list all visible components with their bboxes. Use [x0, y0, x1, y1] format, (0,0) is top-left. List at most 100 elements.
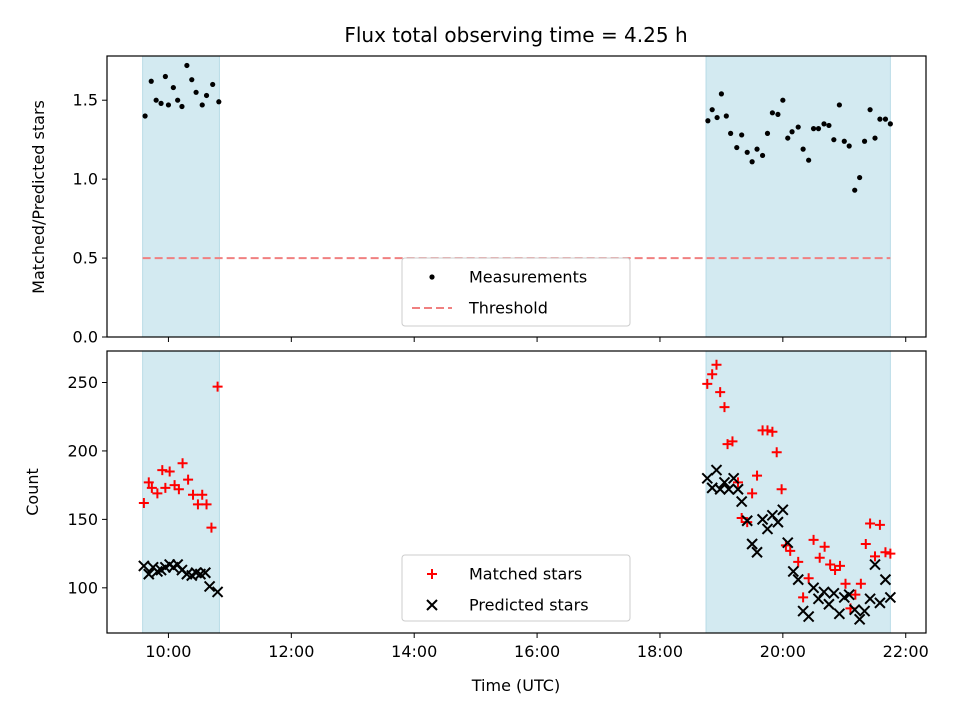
data-point	[216, 99, 222, 105]
data-point	[727, 436, 738, 447]
legend-box	[401, 554, 631, 622]
data-point	[821, 121, 827, 127]
plot-frame	[106, 350, 927, 634]
data-point	[807, 582, 820, 594]
data-point	[841, 138, 847, 144]
data-point	[846, 143, 852, 149]
data-point	[211, 586, 224, 598]
data-point	[188, 489, 199, 500]
data-point	[864, 593, 876, 605]
data-point	[197, 489, 208, 500]
data-point	[877, 116, 883, 122]
y-tick-label: 150	[67, 510, 98, 529]
data-point	[860, 539, 871, 550]
data-point	[810, 126, 817, 132]
observing-window-1	[142, 55, 220, 338]
data-point	[754, 146, 760, 152]
plot-frame	[106, 55, 927, 338]
data-point	[714, 114, 720, 121]
data-point	[710, 464, 723, 476]
data-point	[777, 504, 789, 516]
data-point	[759, 152, 766, 159]
data-point	[175, 97, 181, 103]
data-point	[769, 110, 775, 116]
data-point	[751, 546, 763, 558]
data-point	[882, 116, 889, 122]
data-point	[212, 381, 223, 392]
legend-marker	[426, 599, 438, 611]
data-point	[767, 426, 778, 437]
data-point	[831, 137, 837, 143]
data-point	[718, 91, 725, 97]
data-point	[184, 62, 190, 69]
data-point	[819, 541, 830, 552]
y-tick-label: 1.5	[73, 91, 98, 110]
legend-marker	[427, 569, 437, 579]
observing-window-2	[705, 55, 891, 338]
data-point	[719, 402, 730, 413]
series-measurements	[142, 62, 893, 193]
x-tick-label: 22:00	[883, 642, 929, 661]
data-point	[189, 77, 195, 83]
x-tick-label: 14:00	[391, 642, 437, 661]
data-point	[718, 476, 731, 489]
data-point	[728, 130, 734, 136]
data-point	[772, 516, 784, 528]
data-point	[806, 157, 812, 163]
legend-marker	[429, 274, 435, 280]
y-tick-label: 1.0	[73, 170, 98, 189]
data-point	[887, 121, 893, 127]
data-point	[843, 588, 855, 601]
data-point	[818, 586, 830, 598]
data-point	[825, 559, 836, 570]
data-point	[170, 84, 176, 91]
data-point	[162, 73, 168, 80]
data-point	[872, 135, 878, 141]
data-point	[138, 560, 150, 572]
data-point	[798, 592, 809, 603]
data-point	[803, 573, 814, 584]
y-tick-label: 0.5	[73, 249, 98, 268]
data-point	[747, 488, 758, 499]
data-point	[874, 519, 885, 530]
legend-label: Matched stars	[469, 565, 582, 584]
data-point	[746, 538, 758, 550]
data-point	[795, 124, 801, 130]
data-point	[858, 605, 871, 617]
data-point	[739, 132, 745, 138]
data-point	[874, 597, 886, 609]
data-point	[158, 100, 164, 106]
data-point	[705, 118, 711, 124]
data-point	[828, 587, 840, 600]
data-point	[853, 613, 866, 626]
data-point	[764, 130, 771, 136]
data-point	[203, 92, 210, 99]
data-point	[201, 499, 212, 510]
chart-title: Flux total observing time = 4.25 h	[344, 23, 687, 47]
x-tick-label: 12:00	[268, 642, 314, 661]
data-point	[714, 483, 726, 495]
data-point	[723, 113, 729, 119]
data-point	[203, 580, 216, 593]
data-point	[192, 499, 203, 510]
legend-label: Threshold	[468, 299, 548, 318]
data-point	[867, 107, 873, 113]
data-point	[884, 591, 897, 604]
y-tick-label: 0.0	[73, 328, 98, 347]
data-point	[709, 107, 715, 113]
data-point	[849, 604, 861, 616]
top-panel: 0.0 0.5 1.0 1.5 Measurements Threshold	[73, 55, 927, 347]
data-point	[727, 472, 740, 485]
data-point	[160, 482, 171, 493]
data-point	[800, 146, 806, 152]
data-point	[707, 369, 718, 380]
x-tick-label: 10:00	[145, 642, 191, 661]
data-point	[210, 81, 216, 88]
data-point	[782, 536, 794, 549]
bottom-y-axis-label: Count	[23, 468, 42, 516]
data-point	[715, 387, 726, 398]
data-point	[792, 573, 804, 586]
data-point	[802, 610, 815, 623]
data-point	[701, 472, 713, 485]
data-point	[815, 126, 822, 132]
